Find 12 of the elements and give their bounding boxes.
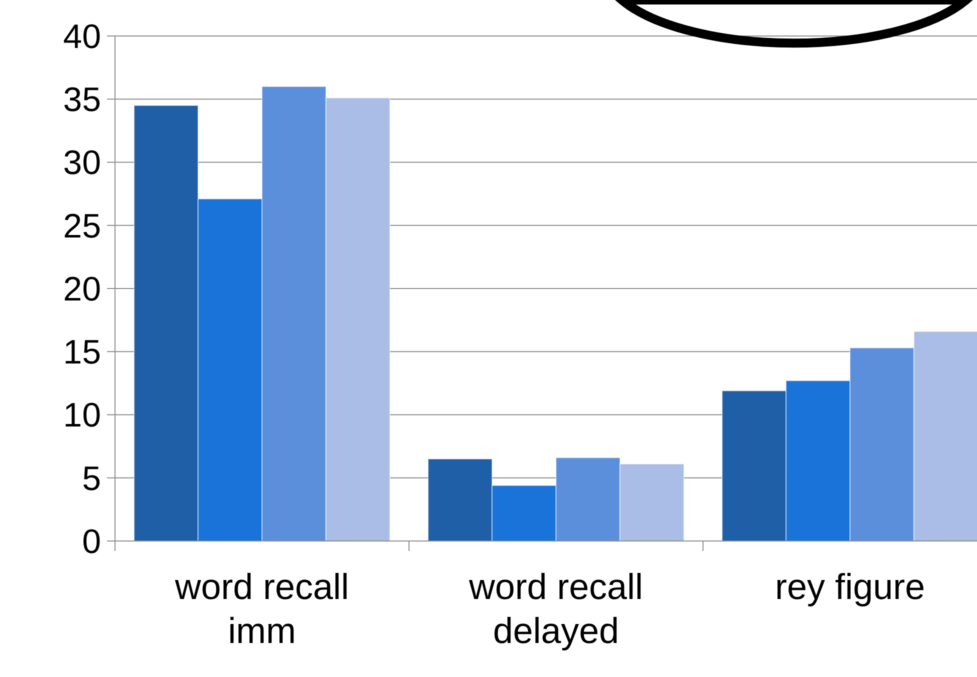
y-tick-label: 25 <box>63 207 101 246</box>
y-tick-label: 20 <box>63 270 101 308</box>
y-tick-label: 0 <box>82 522 101 561</box>
x-tick-label: word recall imm <box>174 566 350 651</box>
y-tick-label: 10 <box>63 396 101 435</box>
y-tick-label: 5 <box>82 460 101 498</box>
y-tick-label: 30 <box>63 144 101 182</box>
y-tick-label: 15 <box>63 334 101 372</box>
y-tick-label: 40 <box>63 18 101 56</box>
x-tick-label: word recall delayed <box>468 566 644 651</box>
x-tick-label: rey figure <box>774 566 926 607</box>
y-tick-label: 35 <box>63 81 101 120</box>
